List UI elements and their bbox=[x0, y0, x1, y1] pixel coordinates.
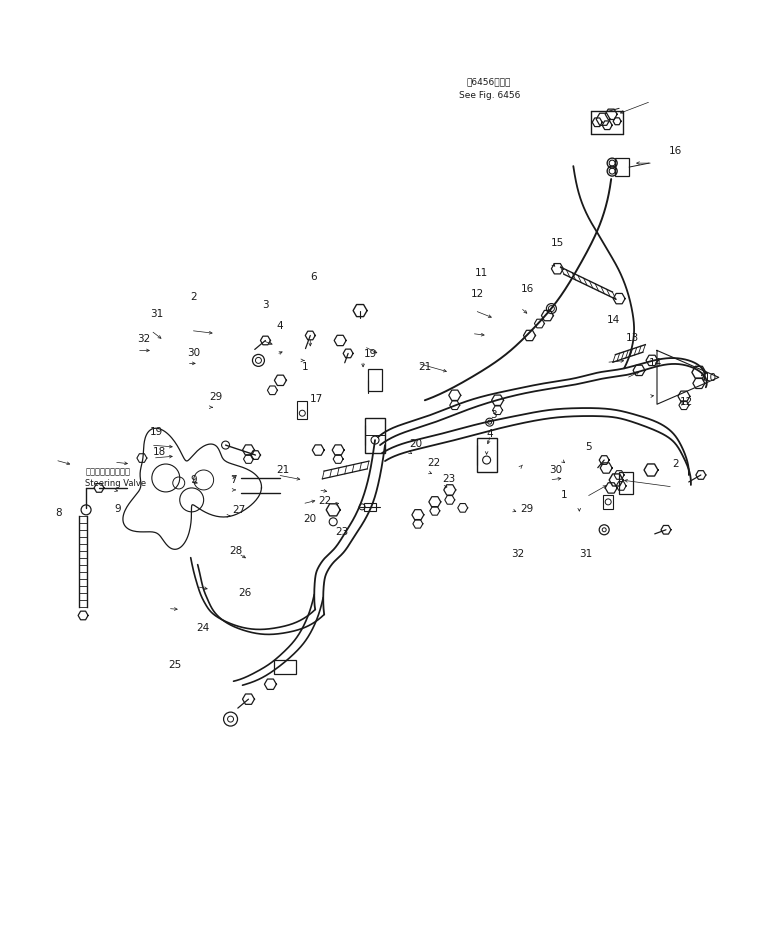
Text: 25: 25 bbox=[168, 660, 181, 670]
Text: 21: 21 bbox=[418, 362, 431, 372]
Text: 19: 19 bbox=[150, 427, 163, 437]
Text: 20: 20 bbox=[303, 514, 316, 524]
Text: 14: 14 bbox=[649, 358, 662, 368]
Text: 29: 29 bbox=[209, 393, 222, 403]
Text: 32: 32 bbox=[511, 548, 525, 559]
Text: 29: 29 bbox=[520, 504, 534, 514]
Text: 22: 22 bbox=[427, 458, 440, 468]
Text: 15: 15 bbox=[551, 239, 564, 248]
Text: 9: 9 bbox=[190, 475, 197, 485]
Text: 20: 20 bbox=[409, 439, 422, 449]
Text: 2: 2 bbox=[673, 459, 679, 469]
Text: 8: 8 bbox=[56, 509, 62, 518]
Bar bbox=[603, 495, 613, 509]
Text: 24: 24 bbox=[196, 623, 209, 633]
Text: 10: 10 bbox=[703, 373, 717, 383]
Text: 13: 13 bbox=[626, 332, 639, 343]
Bar bbox=[615, 158, 629, 177]
Text: 30: 30 bbox=[187, 347, 200, 358]
Text: 9: 9 bbox=[114, 504, 121, 514]
Bar bbox=[364, 503, 376, 511]
Text: 21: 21 bbox=[277, 465, 290, 474]
Bar bbox=[476, 438, 496, 472]
Text: 16: 16 bbox=[520, 284, 534, 294]
Text: 16: 16 bbox=[669, 146, 683, 157]
Text: 14: 14 bbox=[607, 315, 620, 325]
Text: 12: 12 bbox=[680, 397, 693, 408]
Bar bbox=[274, 660, 296, 674]
Text: 3: 3 bbox=[490, 410, 497, 421]
Text: See Fig. 6456: See Fig. 6456 bbox=[460, 91, 521, 100]
Text: 1: 1 bbox=[301, 362, 308, 372]
Text: 32: 32 bbox=[137, 334, 150, 345]
Text: 23: 23 bbox=[336, 527, 349, 537]
Text: 6: 6 bbox=[310, 271, 317, 282]
Text: 5: 5 bbox=[585, 442, 592, 452]
Text: 3: 3 bbox=[263, 300, 269, 310]
Text: 12: 12 bbox=[471, 288, 484, 299]
Text: 28: 28 bbox=[229, 546, 242, 556]
Text: 4: 4 bbox=[487, 429, 493, 439]
Text: 30: 30 bbox=[549, 465, 562, 474]
Text: 7: 7 bbox=[231, 475, 237, 485]
Text: 23: 23 bbox=[442, 474, 455, 484]
Text: 31: 31 bbox=[579, 548, 592, 559]
Text: 1: 1 bbox=[561, 490, 568, 500]
Text: 22: 22 bbox=[318, 497, 332, 506]
Text: 18: 18 bbox=[152, 447, 165, 456]
Text: 第6456図参照: 第6456図参照 bbox=[467, 78, 512, 86]
Text: 31: 31 bbox=[150, 309, 163, 319]
Text: ステアリングバルブ: ステアリングバルブ bbox=[85, 467, 130, 476]
Text: 11: 11 bbox=[475, 268, 488, 278]
Bar bbox=[365, 418, 385, 453]
Bar bbox=[297, 401, 307, 419]
Text: Steering Valve: Steering Valve bbox=[85, 479, 146, 488]
Text: 27: 27 bbox=[233, 505, 246, 515]
Text: 17: 17 bbox=[309, 394, 323, 405]
Text: 19: 19 bbox=[364, 349, 377, 360]
Bar bbox=[368, 369, 382, 392]
Bar bbox=[619, 472, 633, 494]
Text: 2: 2 bbox=[191, 292, 198, 302]
Text: 26: 26 bbox=[238, 588, 251, 598]
Text: 4: 4 bbox=[277, 321, 283, 331]
